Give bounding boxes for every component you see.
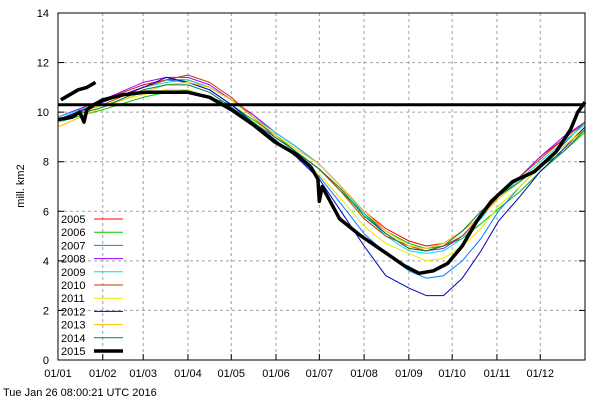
legend-label: 2015 bbox=[61, 346, 85, 358]
x-tick-label: 01/09 bbox=[395, 368, 423, 380]
y-tick-label: 10 bbox=[37, 107, 49, 119]
series-line-2010 bbox=[57, 74, 586, 252]
y-tick-label: 0 bbox=[43, 355, 49, 367]
x-tick-label: 01/11 bbox=[484, 368, 511, 380]
legend-label: 2006 bbox=[61, 227, 85, 239]
y-tick-label: 14 bbox=[37, 8, 49, 20]
x-tick-label: 01/01 bbox=[44, 368, 72, 380]
series-line-2015 bbox=[57, 90, 587, 276]
y-tick-label: 6 bbox=[43, 206, 49, 218]
current-year-line bbox=[60, 80, 97, 102]
series-line-2007 bbox=[57, 79, 586, 279]
x-tick-label: 01/04 bbox=[174, 368, 202, 380]
x-tick-label: 01/08 bbox=[350, 368, 378, 380]
series-line-2011 bbox=[57, 89, 586, 262]
y-axis-label: mill. km2 bbox=[15, 164, 27, 207]
x-tick-label: 01/02 bbox=[89, 368, 117, 380]
timestamp: Tue Jan 26 08:00:21 UTC 2016 bbox=[3, 387, 157, 399]
y-tick-label: 12 bbox=[37, 58, 49, 70]
legend-label: 2010 bbox=[61, 280, 85, 292]
legend-label: 2005 bbox=[61, 214, 85, 226]
x-tick-label: 01/05 bbox=[217, 368, 245, 380]
legend-label: 2012 bbox=[61, 306, 85, 318]
x-tick-label: 01/06 bbox=[262, 368, 290, 380]
series-line-2013 bbox=[57, 81, 586, 249]
series-line-2006 bbox=[57, 89, 586, 249]
y-tick-label: 8 bbox=[43, 157, 49, 169]
legend-label: 2011 bbox=[61, 293, 85, 305]
legend-label: 2008 bbox=[61, 254, 85, 266]
legend-label: 2007 bbox=[61, 240, 85, 252]
x-tick-label: 01/03 bbox=[129, 368, 157, 380]
plot-frame bbox=[57, 12, 586, 361]
grid bbox=[58, 13, 585, 360]
y-tick-label: 2 bbox=[43, 305, 49, 317]
legend-label: 2009 bbox=[61, 267, 85, 279]
x-tick-label: 01/07 bbox=[306, 368, 334, 380]
series-group bbox=[57, 74, 587, 297]
x-tick-label: 01/12 bbox=[526, 368, 554, 380]
axes: 0 2 4 6 8 10 12 14 01/01 01/02 01/03 01/04 01/05 01/0… bbox=[37, 8, 586, 380]
series-line-2014 bbox=[57, 84, 586, 252]
legend-label: 2013 bbox=[61, 320, 85, 332]
y-tick-label: 4 bbox=[43, 256, 49, 268]
x-tick-label: 01/10 bbox=[438, 368, 466, 380]
legend-label: 2014 bbox=[61, 333, 85, 345]
